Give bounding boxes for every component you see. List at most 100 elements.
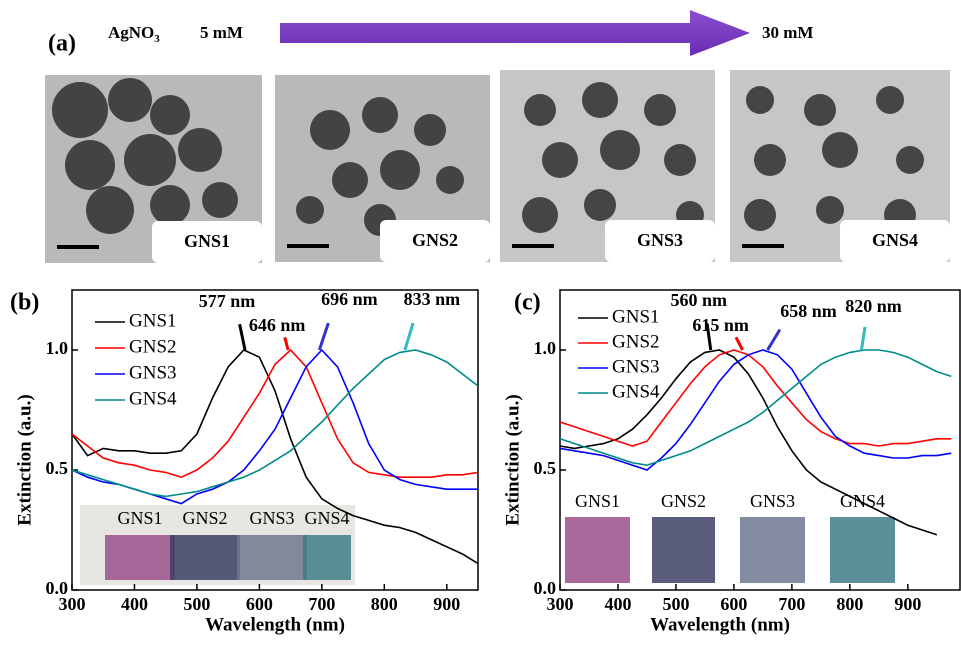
particle: [524, 94, 556, 126]
annotation-label: 646 nm: [249, 315, 306, 335]
inset-label: GNS3: [249, 508, 294, 528]
particle: [52, 82, 108, 138]
scale-bar: [287, 244, 329, 248]
x-tick-label: 800: [371, 594, 398, 614]
particle: [108, 78, 152, 122]
inset-sample: [652, 517, 715, 583]
particle: [822, 132, 858, 168]
particle: [644, 94, 676, 126]
annotation-pointer: [861, 327, 865, 350]
reagent-subscript: 3: [154, 33, 160, 45]
particle: [86, 186, 134, 234]
particle: [522, 197, 558, 233]
particle: [600, 130, 640, 170]
inset-label: GNS2: [182, 508, 227, 528]
legend-label: GNS3: [129, 362, 177, 383]
inset-label: GNS2: [661, 491, 706, 511]
inset-sample: [830, 517, 895, 583]
particle: [362, 97, 398, 133]
particle: [150, 185, 190, 225]
inset-sample: [237, 535, 307, 580]
start-concentration: 5 mM: [200, 23, 243, 42]
particle: [436, 166, 464, 194]
annotation-pointer: [240, 324, 245, 350]
x-axis-label: Wavelength (nm): [650, 614, 790, 635]
annotation-label: 820 nm: [845, 296, 902, 316]
x-tick-label: 500: [662, 594, 689, 614]
x-tick-label: 900: [894, 594, 921, 614]
inset-label: GNS3: [750, 491, 795, 511]
annotation-pointer: [405, 323, 413, 350]
figure: (a) AgNO3 5 mM 30 mM GNS1 GNS2 GNS3 GNS4 GN…: [0, 0, 961, 646]
inset-label: GNS1: [117, 508, 162, 528]
particle: [65, 140, 115, 190]
legend-label: GNS1: [612, 306, 660, 327]
x-tick-label: 600: [720, 594, 747, 614]
particle: [380, 150, 420, 190]
legend-label: GNS2: [612, 331, 660, 352]
y-tick-label: 1.0: [534, 338, 557, 358]
legend-label: GNS1: [129, 310, 177, 331]
x-axis-label: Wavelength (nm): [205, 614, 345, 635]
image-label: GNS3: [637, 230, 683, 250]
annotation-label: 560 nm: [670, 290, 727, 310]
particle: [876, 86, 904, 114]
arrow: [280, 10, 750, 56]
reagent: AgNO3: [108, 23, 160, 45]
reagent-name: AgNO: [108, 23, 154, 42]
particle: [664, 144, 696, 176]
legend-label: GNS4: [129, 388, 177, 409]
particle: [202, 182, 238, 218]
particle: [296, 196, 324, 224]
x-tick-label: 900: [433, 594, 460, 614]
annotation-pointer: [736, 337, 743, 350]
y-tick-label: 0.5: [46, 458, 69, 478]
annotation-label: 577 nm: [199, 291, 256, 311]
annotation-label: 615 nm: [692, 315, 749, 335]
annotation-pointer: [768, 330, 780, 350]
particle: [584, 189, 616, 221]
legend-label: GNS3: [612, 356, 660, 377]
particle: [746, 86, 774, 114]
particle: [744, 199, 776, 231]
annotation-label: 658 nm: [780, 301, 837, 321]
panel-label: (a): [48, 31, 76, 57]
particle: [816, 196, 844, 224]
x-tick-label: 400: [604, 594, 631, 614]
scale-bar: [742, 244, 784, 248]
annotation-pointer: [319, 323, 328, 350]
image-label: GNS2: [412, 230, 458, 250]
image-label: GNS4: [872, 230, 918, 250]
legend-label: GNS4: [612, 381, 660, 402]
particle: [582, 82, 618, 118]
y-axis-label: Extinction (a.u.): [502, 394, 523, 525]
inset-sample: [740, 517, 805, 583]
x-tick-label: 700: [778, 594, 805, 614]
y-tick-label: 1.0: [46, 338, 69, 358]
x-tick-label: 600: [246, 594, 273, 614]
particle: [178, 128, 222, 172]
panel-label: (c): [514, 290, 541, 316]
particle: [804, 94, 836, 126]
annotation-pointer: [285, 337, 288, 350]
y-axis-label: Extinction (a.u.): [14, 394, 35, 525]
particle: [124, 134, 176, 186]
annotation-label: 833 nm: [404, 289, 461, 309]
particle: [754, 144, 786, 176]
particle: [150, 95, 190, 135]
inset-sample: [565, 517, 630, 583]
y-tick-label: 0.0: [534, 578, 557, 598]
panel-label: (b): [10, 290, 39, 316]
inset-label: GNS1: [575, 491, 620, 511]
end-concentration: 30 mM: [762, 23, 813, 42]
x-tick-label: 800: [836, 594, 863, 614]
x-tick-label: 400: [121, 594, 148, 614]
particle: [896, 146, 924, 174]
scale-bar: [512, 244, 554, 248]
particle: [542, 142, 578, 178]
particle: [414, 114, 446, 146]
inset-sample: [105, 535, 175, 580]
x-tick-label: 500: [183, 594, 210, 614]
